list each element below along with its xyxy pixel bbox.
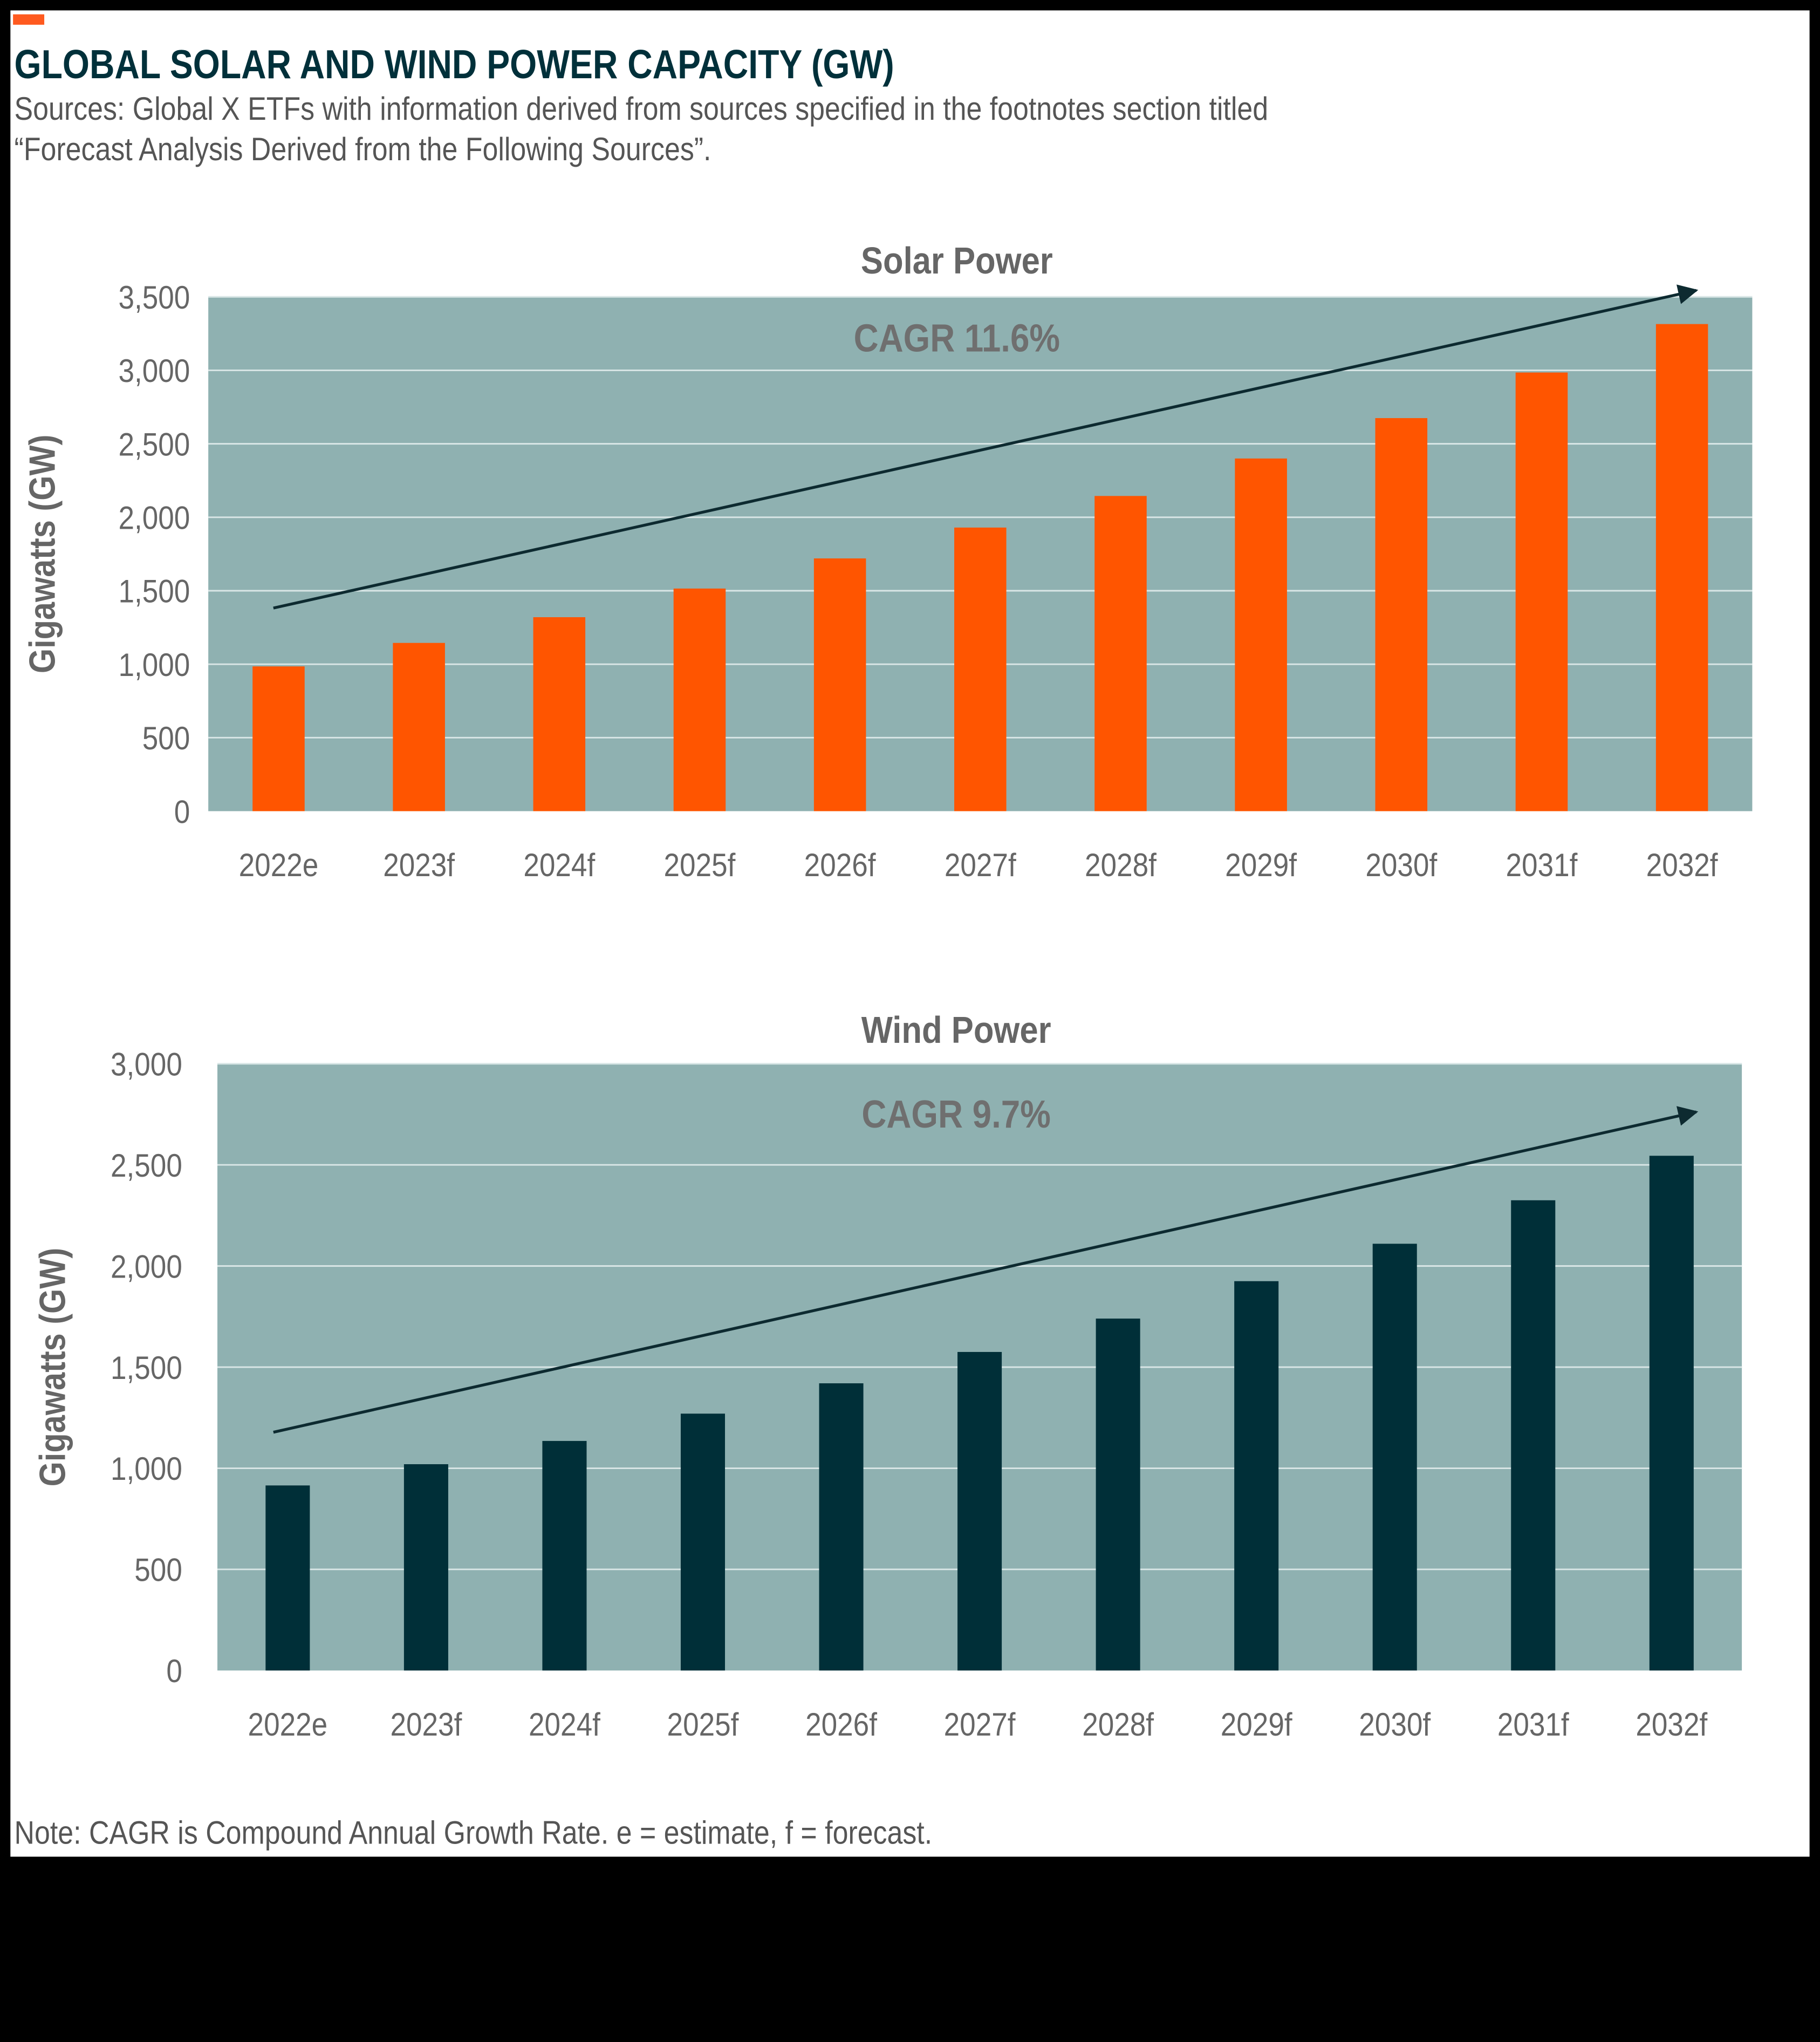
trend-arrow — [273, 1106, 1699, 1434]
x-tick-label: 2031f — [1506, 848, 1578, 884]
bar-2025f — [673, 588, 726, 811]
bar-2024f — [542, 1440, 587, 1671]
y-tick-label: 3,000 — [118, 353, 190, 390]
x-tick-label: 2023f — [390, 1707, 462, 1743]
bar-2031f — [1511, 1200, 1556, 1671]
y-tick-label: 2,500 — [118, 427, 190, 463]
y-tick-label: 3,500 — [118, 280, 190, 316]
trend-arrow — [273, 284, 1699, 610]
cagr-annotation: CAGR 9.7% — [861, 1092, 1050, 1136]
x-tick-label: 2027f — [944, 1707, 1016, 1743]
bar-2023f — [403, 1464, 448, 1671]
y-tick-label: 2,500 — [111, 1148, 182, 1184]
y-tick-label: 0 — [174, 794, 190, 830]
footnote: Note: CAGR is Compound Annual Growth Rat… — [14, 1815, 933, 1852]
sources-line-1: Sources: Global X ETFs with information … — [14, 91, 1269, 128]
chart-solar: 0 500 1,000 1,500 2,000 2,500 3,000 3,500 2022e 2… — [22, 239, 1753, 884]
bar-2022e — [252, 666, 305, 811]
bar-2024f — [533, 617, 586, 811]
bar-2028f — [1096, 1319, 1140, 1671]
y-tick-label: 3,000 — [111, 1047, 182, 1083]
cagr-annotation: CAGR 11.6% — [854, 317, 1060, 360]
x-tick-label: 2032f — [1636, 1707, 1707, 1743]
bar-2032f — [1649, 1156, 1694, 1671]
x-tick-label: 2032f — [1646, 848, 1718, 884]
bar-2027f — [957, 1351, 1002, 1671]
x-tick-label: 2027f — [945, 848, 1016, 884]
x-tick-label: 2031f — [1497, 1707, 1569, 1743]
x-tick-label: 2030f — [1365, 848, 1437, 884]
y-tick-label: 2,000 — [118, 500, 190, 536]
bar-2026f — [813, 558, 866, 811]
y-tick-label: 0 — [166, 1654, 182, 1690]
y-tick-label: 500 — [142, 721, 190, 757]
bar-2022e — [265, 1485, 310, 1671]
bar-2025f — [680, 1413, 726, 1671]
x-tick-label: 2022e — [248, 1707, 328, 1743]
y-tick-label: 500 — [134, 1553, 182, 1589]
accent-bar — [13, 14, 45, 25]
bar-2029f — [1235, 458, 1287, 811]
bar-2029f — [1234, 1281, 1279, 1671]
x-tick-label: 2029f — [1221, 1707, 1292, 1743]
x-tick-label: 2024f — [523, 848, 595, 884]
x-tick-label: 2024f — [529, 1707, 600, 1743]
x-tick-label: 2023f — [383, 848, 455, 884]
chart-wind: 0 500 1,000 1,500 2,000 2,500 3,000 2022e 2023f 2… — [32, 1008, 1742, 1743]
y-tick-label: 1,000 — [118, 647, 190, 684]
page-title: GLOBAL SOLAR AND WIND POWER CAPACITY (GW… — [14, 42, 894, 87]
y-tick-label: 1,000 — [111, 1451, 182, 1487]
y-axis-label: Gigawatts (GW) — [32, 1248, 73, 1487]
y-axis-label: Gigawatts (GW) — [22, 435, 63, 674]
bar-2023f — [393, 643, 445, 811]
bar-2027f — [954, 527, 1007, 811]
bar-2030f — [1375, 418, 1428, 811]
x-tick-label: 2028f — [1082, 1707, 1154, 1743]
y-tick-label: 1,500 — [111, 1350, 182, 1387]
x-tick-label: 2025f — [664, 848, 736, 884]
sources-line-2: “Forecast Analysis Derived from the Foll… — [14, 131, 711, 168]
bar-2026f — [819, 1383, 864, 1671]
chart-title: Solar Power — [861, 239, 1053, 282]
x-tick-label: 2022e — [239, 848, 319, 884]
bar-2028f — [1094, 496, 1147, 811]
y-tick-label: 2,000 — [111, 1249, 182, 1285]
x-tick-label: 2025f — [667, 1707, 739, 1743]
y-tick-label: 1,500 — [118, 574, 190, 610]
x-tick-label: 2026f — [804, 848, 876, 884]
x-tick-label: 2026f — [805, 1707, 877, 1743]
x-tick-label: 2029f — [1225, 848, 1297, 884]
bar-2031f — [1515, 372, 1568, 811]
bar-2032f — [1655, 324, 1708, 811]
x-tick-label: 2030f — [1359, 1707, 1431, 1743]
x-tick-label: 2028f — [1085, 848, 1157, 884]
bar-2030f — [1372, 1244, 1417, 1671]
chart-title: Wind Power — [861, 1008, 1051, 1051]
